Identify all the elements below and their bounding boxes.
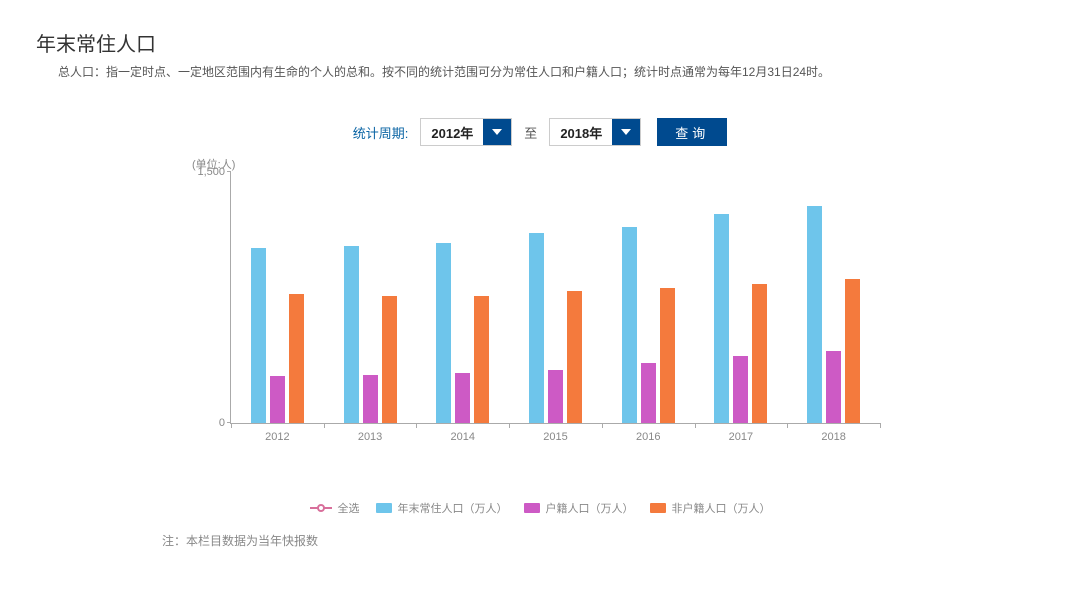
start-year-dropdown-icon[interactable] [483, 119, 511, 145]
legend-select-all[interactable]: 全选 [310, 500, 360, 516]
x-tick-mark [787, 423, 788, 428]
legend-label: 非户籍人口（万人） [672, 500, 771, 516]
x-tick-mark [602, 423, 603, 428]
chart-bar[interactable] [826, 351, 841, 423]
x-axis-label: 2015 [543, 431, 567, 443]
chart-bar[interactable] [344, 246, 359, 423]
legend-select-all-label: 全选 [338, 500, 360, 516]
start-year-select[interactable]: 2012年 [420, 118, 512, 146]
chart-legend: 全选 年末常住人口（万人） 户籍人口（万人） 非户籍人口（万人） [36, 500, 1044, 516]
chart-bar[interactable] [752, 284, 767, 423]
x-axis-label: 2013 [358, 431, 382, 443]
legend-item[interactable]: 非户籍人口（万人） [650, 500, 771, 516]
x-axis-label: 2014 [451, 431, 475, 443]
chart-bar[interactable] [270, 376, 285, 423]
legend-swatch [524, 503, 540, 513]
chart-bar[interactable] [714, 214, 729, 423]
x-axis-label: 2017 [729, 431, 753, 443]
x-tick-mark [324, 423, 325, 428]
end-year-select[interactable]: 2018年 [549, 118, 641, 146]
x-tick-mark [416, 423, 417, 428]
legend-swatch [650, 503, 666, 513]
x-tick-mark [509, 423, 510, 428]
y-tick-label: 1,500 [197, 166, 225, 178]
chart-bar[interactable] [436, 243, 451, 423]
chart-bar[interactable] [529, 233, 544, 423]
period-label: 统计周期: [353, 123, 409, 142]
chart-bar[interactable] [251, 248, 266, 424]
end-year-dropdown-icon[interactable] [612, 119, 640, 145]
chart-bar[interactable] [622, 227, 637, 423]
end-year-value: 2018年 [550, 119, 612, 145]
chart-bar[interactable] [807, 206, 822, 424]
chart-bar[interactable] [733, 356, 748, 423]
footnote: 注：本栏目数据为当年快报数 [162, 532, 1044, 549]
x-axis-label: 2018 [821, 431, 845, 443]
page-subtitle: 总人口：指一定时点、一定地区范围内有生命的个人的总和。按不同的统计范围可分为常住… [58, 63, 1044, 82]
x-axis-label: 2012 [265, 431, 289, 443]
x-tick-mark [880, 423, 881, 428]
period-controls: 统计周期: 2012年 至 2018年 查询 [36, 118, 1044, 146]
x-axis-label: 2016 [636, 431, 660, 443]
select-all-icon [310, 503, 332, 513]
legend-swatch [376, 503, 392, 513]
y-tick-label: 0 [219, 417, 225, 429]
period-to: 至 [524, 123, 537, 142]
chart: (单位:人) 01,500201220132014201520162017201… [190, 164, 890, 454]
chart-bar[interactable] [474, 296, 489, 423]
chart-bar[interactable] [548, 370, 563, 424]
legend-item[interactable]: 年末常住人口（万人） [376, 500, 508, 516]
chart-bar[interactable] [660, 288, 675, 424]
legend-label: 年末常住人口（万人） [398, 500, 508, 516]
page-title: 年末常住人口 [36, 28, 1044, 57]
chart-plot-area: 01,5002012201320142015201620172018 [230, 172, 880, 424]
chart-bar[interactable] [455, 373, 470, 423]
chart-bar[interactable] [363, 375, 378, 424]
query-button[interactable]: 查询 [657, 118, 727, 146]
legend-item[interactable]: 户籍人口（万人） [524, 500, 634, 516]
legend-label: 户籍人口（万人） [546, 500, 634, 516]
chart-bar[interactable] [382, 296, 397, 423]
x-tick-mark [231, 423, 232, 428]
chart-bar[interactable] [567, 291, 582, 423]
chart-bar[interactable] [641, 363, 656, 423]
chart-bar[interactable] [289, 294, 304, 423]
start-year-value: 2012年 [421, 119, 483, 145]
x-tick-mark [695, 423, 696, 428]
chart-bar[interactable] [845, 279, 860, 423]
y-tick-mark [227, 171, 231, 172]
